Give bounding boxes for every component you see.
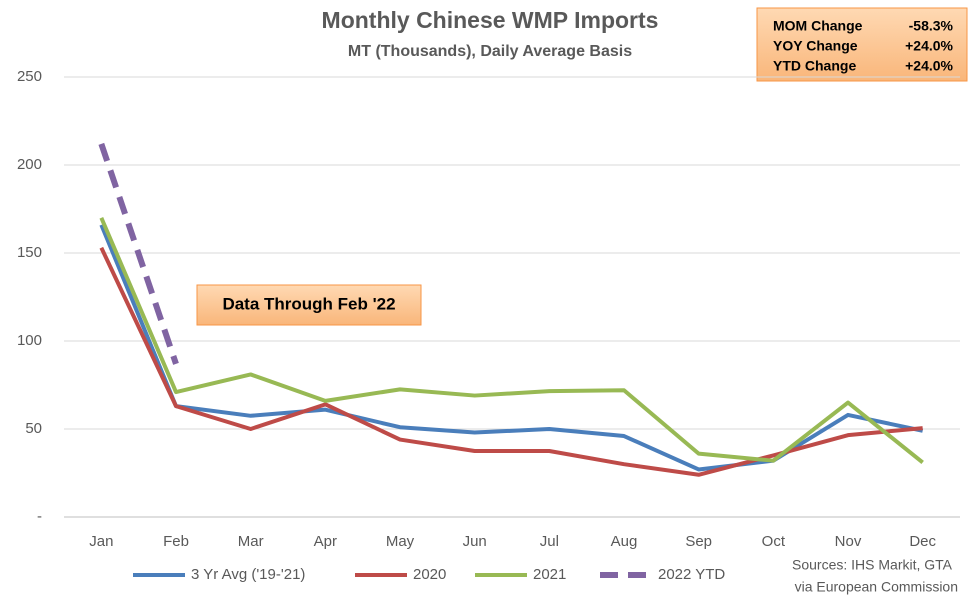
x-tick-label: Apr	[314, 533, 337, 550]
y-tick-label: -	[37, 508, 42, 525]
legend-label: 2020	[413, 566, 446, 583]
x-tick-label: Oct	[762, 533, 786, 550]
series-line	[98, 142, 179, 365]
summary-label: YTD Change	[773, 58, 856, 74]
y-tick-label: 250	[17, 68, 42, 85]
legend-label: 3 Yr Avg ('19-'21)	[191, 566, 305, 583]
note: Data Through Feb '22	[222, 294, 395, 313]
x-tick-label: Dec	[909, 533, 936, 550]
series-line	[99, 217, 924, 465]
sources: Sources: IHS Markit, GTA	[792, 557, 953, 573]
y-tick-label: 100	[17, 332, 42, 349]
summary-value: -58.3%	[909, 18, 954, 34]
sources: via European Commission	[795, 579, 958, 595]
x-tick-label: Jun	[463, 533, 487, 550]
y-tick-label: 200	[17, 156, 42, 173]
summary-box	[756, 7, 968, 82]
summary-label: YOY Change	[773, 38, 858, 54]
series-line	[99, 224, 924, 472]
note-box	[196, 284, 422, 326]
summary-value: +24.0%	[905, 38, 953, 54]
y-tick-label: 50	[25, 420, 42, 437]
x-tick-label: Sep	[685, 533, 712, 550]
x-tick-label: Jan	[89, 533, 113, 550]
legend-label: 2021	[533, 566, 566, 583]
x-tick-label: Jul	[540, 533, 559, 550]
x-tick-label: Nov	[835, 533, 862, 550]
chart-title: Monthly Chinese WMP Imports	[322, 7, 659, 33]
x-tick-label: Feb	[163, 533, 189, 550]
summary-value: +24.0%	[905, 58, 953, 74]
summary-label: MOM Change	[773, 18, 863, 34]
x-tick-label: Mar	[238, 533, 264, 550]
x-tick-label: Aug	[611, 533, 638, 550]
legend-label: 2022 YTD	[658, 566, 725, 583]
x-tick-label: May	[386, 533, 415, 550]
y-tick-label: 150	[17, 244, 42, 261]
chart-subtitle: MT (Thousands), Daily Average Basis	[348, 43, 632, 60]
